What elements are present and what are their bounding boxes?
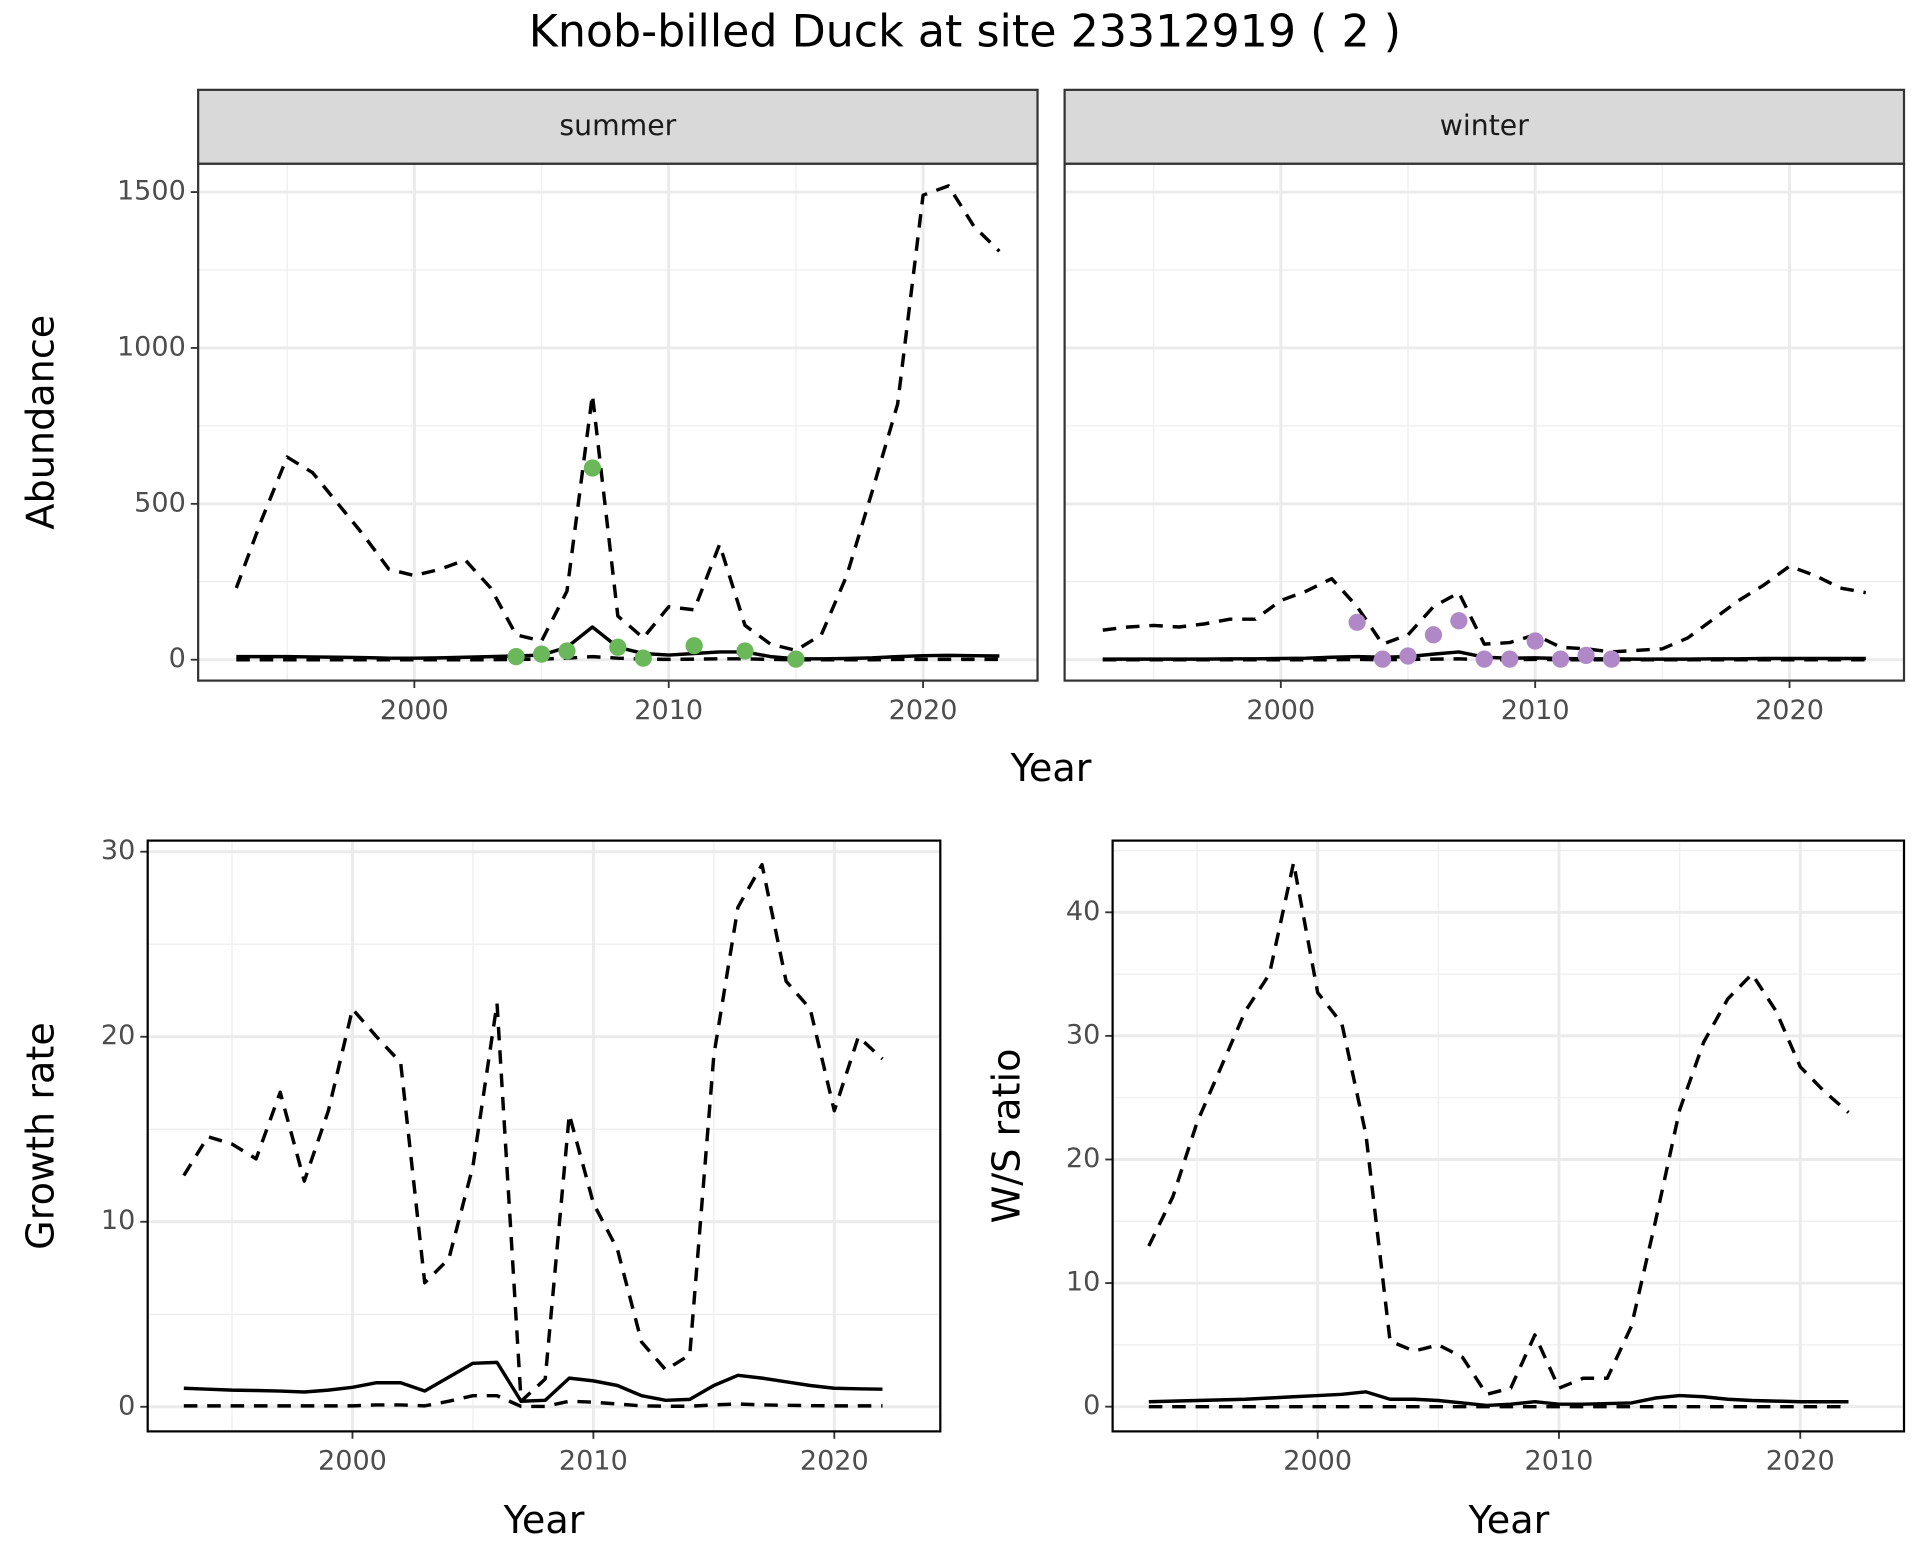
point [609,638,627,656]
point [1348,613,1366,631]
x-tick-label: 2010 [559,1446,628,1477]
line [1102,564,1867,654]
point [558,642,576,660]
panel-background [1112,840,1904,1432]
y-tick-label: 0 [118,1390,135,1421]
chart-title: Knob-billed Duck at site 23312919 ( 2 ) [529,6,1401,57]
x-tick-label: 2020 [1766,1446,1835,1477]
point [532,645,551,663]
point [507,647,525,666]
line [183,1393,883,1409]
strip-label: winter [1440,109,1529,142]
y-tick-label: 20 [101,1020,135,1051]
point [685,637,703,655]
point [1399,647,1417,665]
panel-background [1064,163,1904,681]
point [583,459,602,477]
y-axis-label: Growth rate [19,1022,63,1250]
point [634,649,652,667]
line [236,654,1000,662]
y-axis-label: W/S ratio [985,1049,1029,1224]
panel-background [147,840,941,1432]
y-tick-label: 10 [101,1205,135,1236]
x-tick-label: 2000 [1283,1446,1352,1477]
point [1602,650,1621,668]
panel-border [146,839,942,1433]
strip-label: summer [559,109,676,142]
point [1424,626,1443,644]
y-tick-label: 0 [1083,1390,1100,1421]
y-tick-label: 500 [134,487,186,518]
x-tick-label: 2000 [318,1446,387,1477]
x-tick-label: 2020 [800,1446,869,1477]
line [1147,861,1850,1397]
x-axis-label: Year [1010,746,1092,790]
x-tick-label: 2020 [889,695,958,726]
y-tick-label: 40 [1066,896,1100,927]
y-tick-label: 20 [1066,1143,1100,1174]
x-axis-label: Year [1468,1498,1550,1542]
y-tick-label: 30 [101,835,135,866]
point [1552,650,1570,668]
y-axis-label: Abundance [19,315,63,530]
strip [1063,88,1906,165]
x-tick-label: 2000 [1246,695,1315,726]
x-tick-label: 2010 [634,695,703,726]
y-tick-label: 1000 [117,331,186,362]
line [1148,1390,1849,1408]
x-tick-label: 2000 [380,695,449,726]
panel-background [198,163,1038,681]
line [234,184,1001,653]
y-tick-label: 30 [1066,1019,1100,1050]
line [182,862,884,1403]
point [1373,650,1392,668]
x-tick-label: 2020 [1755,695,1824,726]
x-tick-label: 2010 [1501,695,1570,726]
point [787,650,805,668]
y-tick-label: 0 [169,643,186,674]
x-axis-label: Year [503,1498,585,1542]
y-tick-label: 1500 [117,176,186,207]
point [1475,650,1493,668]
panel-border [1111,839,1906,1433]
x-tick-label: 2010 [1525,1446,1594,1477]
point [1577,646,1595,664]
point [1501,650,1519,668]
y-tick-label: 10 [1066,1267,1100,1298]
point [1526,632,1544,650]
line [183,1360,883,1403]
point [1450,612,1468,630]
point [736,642,754,660]
strip [197,88,1039,165]
